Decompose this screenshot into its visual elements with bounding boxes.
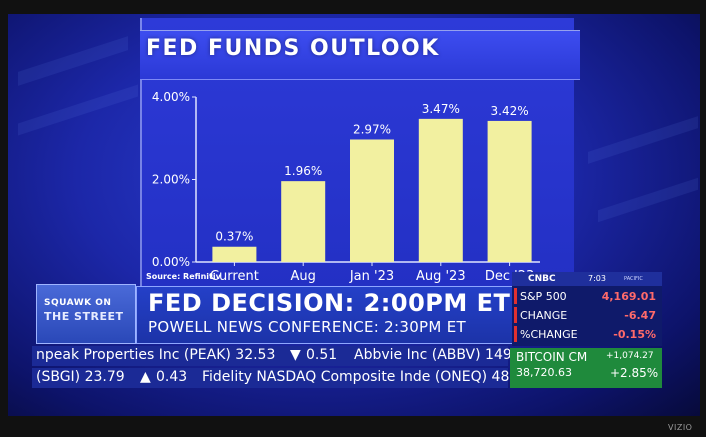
market-value: -0.15% xyxy=(613,328,656,341)
stock-ticker-top: npeak Properties Inc (PEAK) 32.53 ▼ 0.51… xyxy=(32,346,512,366)
ticker-item: Fidelity NASDAQ Composite Inde (ONEQ) 48 xyxy=(202,369,510,385)
y-tick-label: 2.00% xyxy=(152,173,190,187)
market-panel-header xyxy=(512,272,662,286)
bar-value-label: 3.42% xyxy=(491,104,529,118)
title-bar xyxy=(140,30,580,80)
market-name: S&P 500 xyxy=(520,290,567,303)
ticker-item: npeak Properties Inc (PEAK) 32.53 xyxy=(36,347,276,363)
market-row: %CHANGE -0.15% xyxy=(514,326,660,344)
x-category-label: Current xyxy=(210,269,259,284)
down-arrow-icon: ▼ xyxy=(290,347,301,363)
x-category-label: Jan '23 xyxy=(349,269,394,284)
subhead-text: POWELL NEWS CONFERENCE: 2:30PM ET xyxy=(148,318,466,336)
bar-value-label: 0.37% xyxy=(215,230,253,244)
bitcoin-name: BITCOIN CM xyxy=(516,350,588,364)
bitcoin-change: +1,074.27 xyxy=(606,351,654,361)
time-zone: PACIFIC xyxy=(624,276,643,282)
stock-ticker-bottom: (SBGI) 23.79 ▲ 0.43 Fidelity NASDAQ Comp… xyxy=(32,368,510,388)
ticker-change: 0.51 xyxy=(306,347,338,363)
market-name: %CHANGE xyxy=(520,328,578,341)
down-indicator xyxy=(514,307,517,323)
ticker-item: Abbvie Inc (ABBV) 149 xyxy=(354,347,512,363)
bar xyxy=(281,181,326,262)
down-indicator xyxy=(514,326,517,342)
y-tick-label: 0.00% xyxy=(152,255,190,269)
ticker-change: 0.43 xyxy=(156,369,188,385)
bitcoin-price: 38,720.63 xyxy=(516,366,572,379)
chart-source: Source: Refinitiv xyxy=(146,272,221,281)
bar xyxy=(212,246,257,262)
market-name: CHANGE xyxy=(520,309,568,322)
tv-brand-logo: VIZIO xyxy=(668,423,693,432)
x-category-label: Aug '23 xyxy=(416,269,466,284)
headline-banner xyxy=(136,286,516,344)
bar xyxy=(487,120,532,262)
market-row: CHANGE -6.47 xyxy=(514,307,660,325)
bitcoin-panel xyxy=(510,348,662,388)
ticker-item: (SBGI) 23.79 xyxy=(36,369,125,385)
show-logo-top: SQUAWK ON xyxy=(44,298,112,308)
show-logo xyxy=(36,284,136,344)
bar xyxy=(418,118,463,262)
up-arrow-icon: ▲ xyxy=(140,369,151,385)
market-row: S&P 500 4,169.01 xyxy=(514,288,660,306)
bar-value-label: 3.47% xyxy=(422,102,460,116)
market-value: -6.47 xyxy=(624,309,656,322)
down-indicator xyxy=(514,288,517,304)
headline-text: FED DECISION: 2:00PM ET xyxy=(148,289,511,317)
cnbc-logo: CNBC xyxy=(528,274,556,284)
show-logo-bottom: THE STREET xyxy=(44,310,124,323)
bar-value-label: 2.97% xyxy=(353,122,391,136)
market-value: 4,169.01 xyxy=(601,290,656,303)
x-category-label: Aug xyxy=(291,269,316,284)
y-tick-label: 4.00% xyxy=(152,90,190,104)
bitcoin-percent: +2.85% xyxy=(610,366,659,380)
broadcast-time: 7:03 xyxy=(588,274,606,283)
bar-value-label: 1.96% xyxy=(284,164,322,178)
chart-title: FED FUNDS OUTLOOK xyxy=(146,36,440,61)
bar xyxy=(350,139,394,262)
